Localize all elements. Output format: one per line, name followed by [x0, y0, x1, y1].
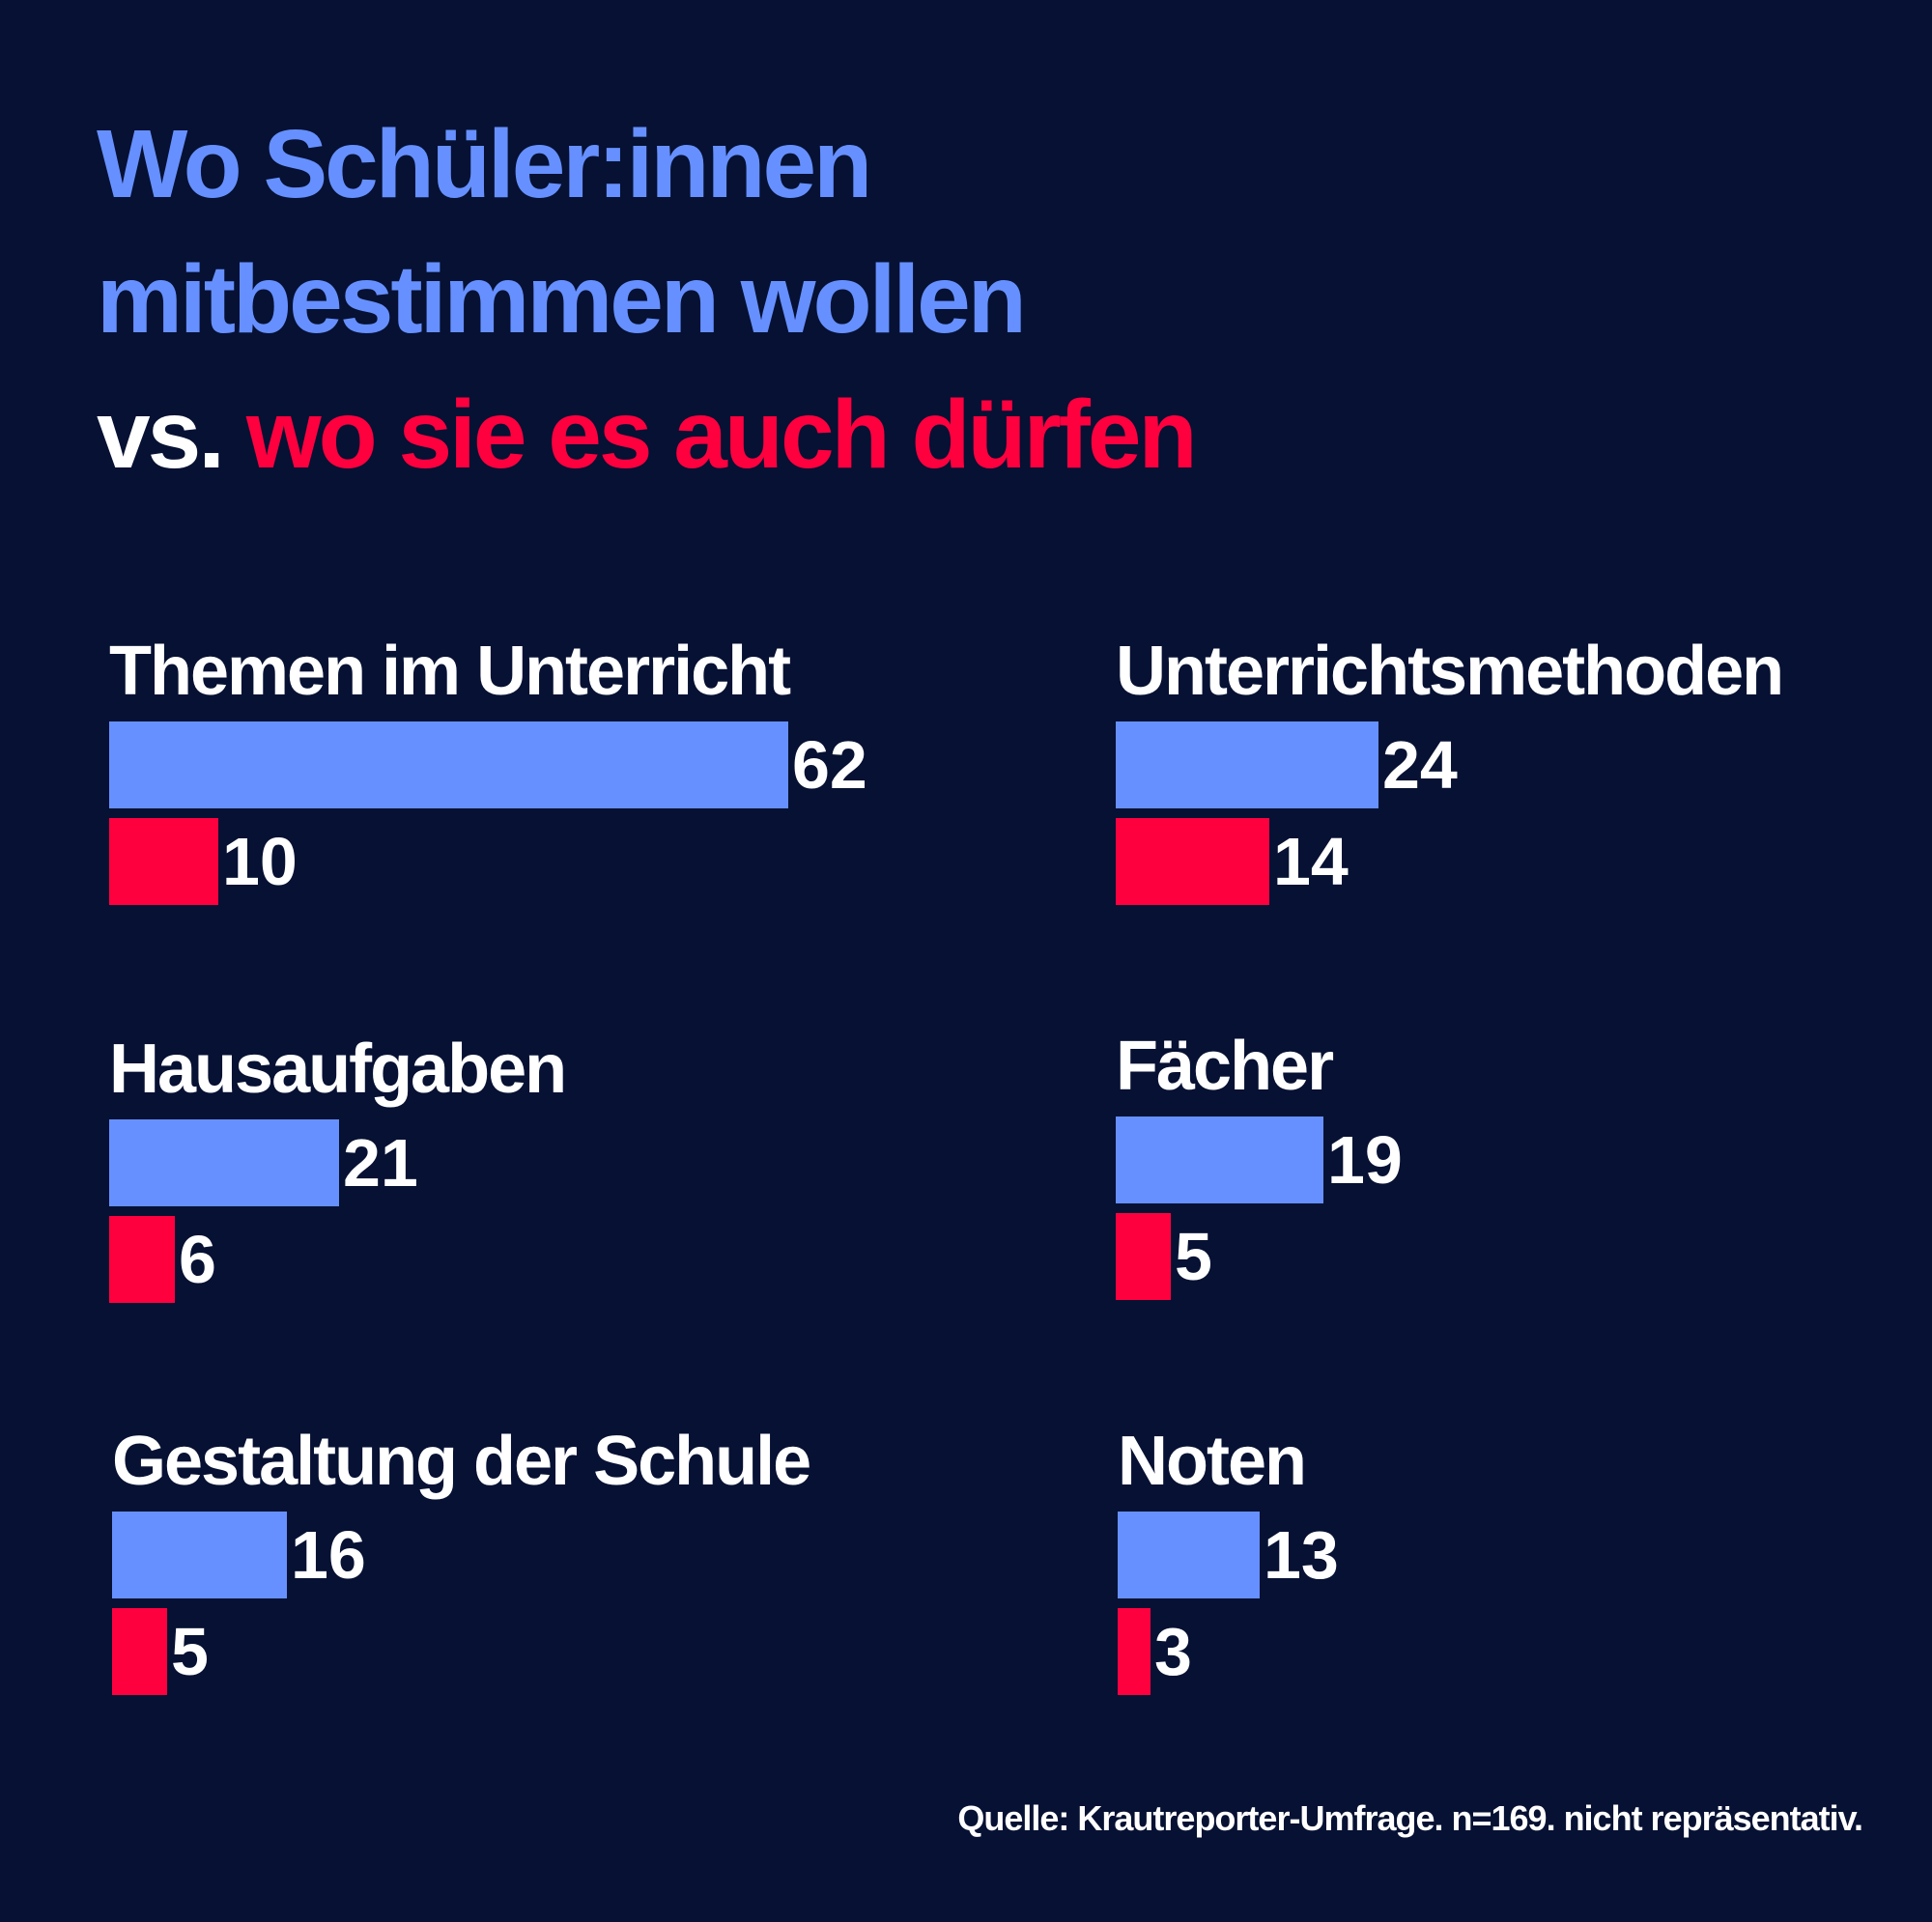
chart-title: Wo Schüler:innen mitbestimmen wollen vs.…: [97, 97, 1198, 502]
category-label: Themen im Unterricht: [109, 633, 791, 710]
value-label-want: 13: [1264, 1517, 1339, 1593]
bar-allowed: [1118, 1608, 1151, 1695]
title-line-2: mitbestimmen wollen: [97, 245, 1027, 353]
category-label: Hausaufgaben: [109, 1031, 567, 1108]
category-label: Noten: [1118, 1423, 1307, 1500]
value-label-allowed: 14: [1273, 824, 1349, 899]
bar-want: [1116, 721, 1378, 808]
bar-allowed: [1116, 818, 1269, 905]
value-label-want: 16: [291, 1517, 366, 1593]
value-label-want: 21: [343, 1125, 418, 1201]
source-note: Quelle: Krautreporter-Umfrage. n=169. ni…: [957, 1798, 1863, 1838]
category-label: Fächer: [1116, 1028, 1334, 1105]
value-label-allowed: 3: [1154, 1614, 1192, 1689]
bar-want: [1118, 1512, 1260, 1598]
title-line-1: Wo Schüler:innen: [97, 110, 872, 218]
bar-want: [1116, 1116, 1323, 1203]
panel-1: Themen im Unterricht 62 10: [109, 623, 998, 932]
bar-allowed: [109, 818, 218, 905]
title-vs: vs.: [97, 381, 225, 489]
value-label-want: 62: [792, 727, 867, 803]
bar-allowed: [1116, 1213, 1171, 1300]
title-line-3: vs. wo sie es auch dürfen: [97, 367, 1198, 502]
category-label: Unterrichtsmethoden: [1116, 633, 1784, 710]
panel-6: Noten 13 3: [1118, 1413, 1932, 1722]
panel-3: Hausaufgaben 21 6: [109, 1021, 998, 1330]
bar-want: [109, 1119, 339, 1206]
bar-allowed: [109, 1216, 175, 1303]
value-label-want: 24: [1382, 727, 1458, 803]
category-label: Gestaltung der Schule: [112, 1423, 811, 1500]
value-label-allowed: 5: [171, 1614, 209, 1689]
bar-allowed: [112, 1608, 167, 1695]
value-label-allowed: 6: [179, 1222, 216, 1297]
title-highlight: wo sie es auch dürfen: [245, 381, 1198, 489]
panel-2: Unterrichtsmethoden 24 14: [1116, 623, 1932, 932]
value-label-want: 19: [1327, 1122, 1403, 1198]
bar-want: [109, 721, 788, 808]
value-label-allowed: 10: [222, 824, 298, 899]
value-label-allowed: 5: [1175, 1219, 1212, 1294]
panel-4: Fächer 19 5: [1116, 1018, 1932, 1327]
panel-5: Gestaltung der Schule 16 5: [112, 1413, 1001, 1722]
bar-want: [112, 1512, 287, 1598]
